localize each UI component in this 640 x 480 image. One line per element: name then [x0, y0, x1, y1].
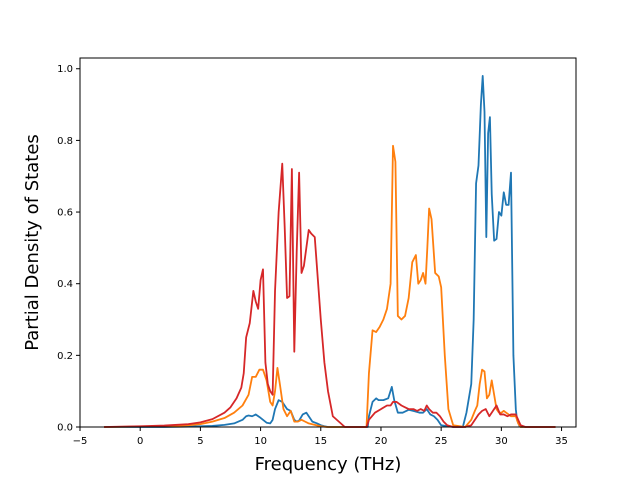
- x-tick-label: 30: [495, 436, 508, 447]
- x-tick-label: 5: [197, 436, 203, 447]
- x-tick-label: 35: [555, 436, 568, 447]
- y-axis: 0.0 0.2 0.4 0.6 0.8 1.0: [57, 64, 80, 434]
- y-tick-label: 1.0: [57, 64, 73, 75]
- x-axis-label: Frequency (THz): [255, 454, 402, 475]
- y-tick-label: 0.4: [57, 279, 73, 290]
- y-tick-label: 0.6: [57, 208, 73, 219]
- x-tick-label: −5: [73, 436, 88, 447]
- y-tick-label: 0.0: [57, 423, 73, 434]
- x-tick-label: 20: [375, 436, 388, 447]
- x-tick-label: 10: [254, 436, 267, 447]
- y-tick-label: 0.8: [57, 136, 73, 147]
- y-tick-label: 0.2: [57, 351, 73, 362]
- y-axis-label: Partial Density of States: [22, 134, 43, 351]
- x-axis: −5 0 5 10 15 20 25 30 35: [73, 427, 568, 447]
- x-tick-label: 25: [435, 436, 448, 447]
- x-tick-label: 0: [137, 436, 143, 447]
- x-tick-label: 15: [314, 436, 327, 447]
- plot-area: [79, 57, 577, 428]
- series-line-1: [104, 75, 556, 428]
- axes-frame: [79, 57, 577, 428]
- plot-background: [80, 58, 576, 427]
